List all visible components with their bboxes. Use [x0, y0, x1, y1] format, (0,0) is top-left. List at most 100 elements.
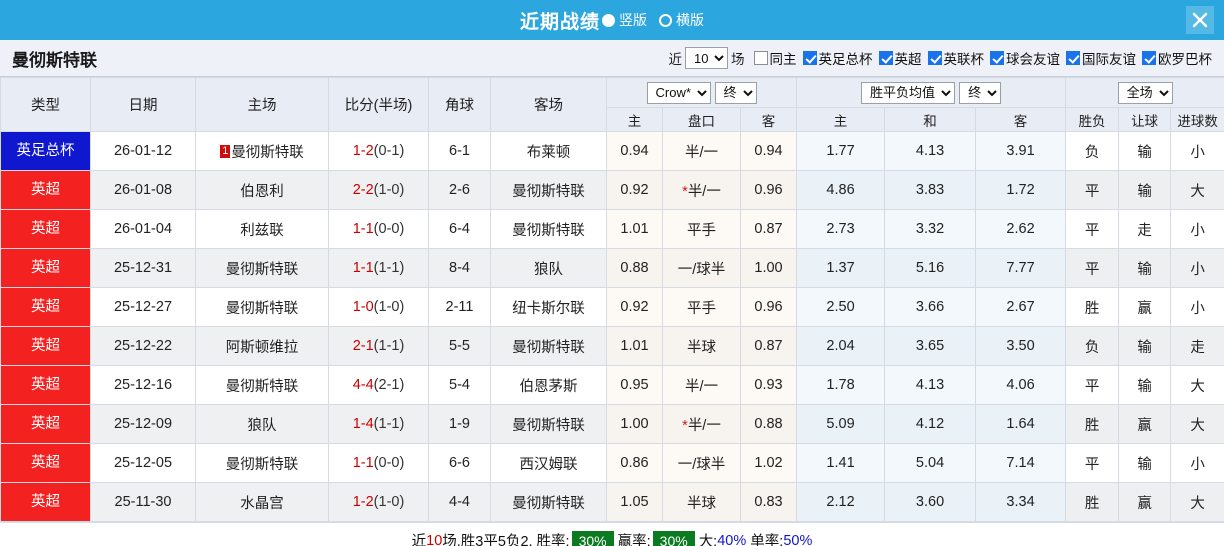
cell-handicap-line: *半/一 [662, 404, 741, 444]
cell-odds-draw: 3.32 [884, 209, 977, 249]
cell-league[interactable]: 英超 [0, 326, 91, 366]
cell-home-team[interactable]: 水晶宫 [195, 482, 329, 522]
table-row[interactable]: 英超 25-12-16 曼彻斯特联 4-4(2-1) 5-4 伯恩茅斯 0.95 半/一 0.9… [0, 365, 1224, 405]
filter-comp-intl-friendly[interactable]: 国际友谊 [1060, 48, 1136, 68]
cell-home-team[interactable]: 伯恩利 [195, 170, 329, 210]
cell-handicap-line: 一/球半 [662, 443, 741, 483]
cell-corner: 2-6 [428, 170, 491, 210]
cell-score: 2-1(1-1) [328, 326, 429, 366]
cell-league[interactable]: 英足总杯 [0, 131, 91, 171]
cell-away-team[interactable]: 曼彻斯特联 [490, 170, 607, 210]
cell-league[interactable]: 英超 [0, 170, 91, 210]
league-badge: 英超 [1, 444, 90, 482]
cell-result-handicap: 输 [1118, 326, 1172, 366]
recent-count-select[interactable]: 10 [685, 47, 728, 69]
checkbox-checked-icon[interactable] [927, 51, 942, 65]
view-option-horizontal[interactable]: 横版 [659, 10, 704, 30]
handicap-stage-select[interactable]: 终 [714, 81, 757, 104]
cell-date: 25-11-30 [90, 482, 196, 522]
table-row[interactable]: 英超 25-12-31 曼彻斯特联 1-1(1-1) 8-4 狼队 0.88 一/球半 1.00… [0, 248, 1224, 288]
cell-date: 26-01-12 [90, 131, 196, 171]
checkbox-same-home-icon[interactable] [753, 51, 768, 65]
summary-odd-label: 单率: [746, 534, 784, 546]
close-button[interactable] [1186, 6, 1214, 34]
cell-away-team[interactable]: 曼彻斯特联 [490, 209, 607, 249]
result-scope-select[interactable]: 全场 [1117, 81, 1173, 104]
cell-away-team[interactable]: 曼彻斯特联 [490, 482, 607, 522]
checkbox-checked-icon[interactable] [1066, 51, 1080, 65]
match-history-table: 类型 日期 主场 比分(半场) 角球 客场 Crow* 终 胜平负均值 [0, 77, 1224, 522]
cell-home-team[interactable]: 曼彻斯特联 [195, 365, 329, 405]
table-row[interactable]: 英超 26-01-08 伯恩利 2-2(1-0) 2-6 曼彻斯特联 0.92 *半/一 0.9… [0, 170, 1224, 210]
cell-corner: 6-4 [428, 209, 491, 249]
cell-away-team[interactable]: 纽卡斯尔联 [490, 287, 607, 327]
table-row[interactable]: 英超 26-01-04 利兹联 1-1(0-0) 6-4 曼彻斯特联 1.01 平手 0.87 2… [0, 209, 1224, 249]
view-option-vertical[interactable]: 竖版 [602, 10, 647, 30]
radio-selected-icon[interactable] [602, 13, 615, 27]
checkbox-checked-icon[interactable] [1142, 51, 1156, 65]
cell-away-team[interactable]: 西汉姆联 [490, 443, 607, 483]
titlebar-center: 近期战绩 竖版 横版 [0, 7, 1224, 34]
cell-result-total: 大 [1170, 170, 1224, 210]
radio-unselected-icon[interactable] [659, 13, 672, 27]
cell-league[interactable]: 英超 [0, 209, 91, 249]
cell-home-team[interactable]: 阿斯顿维拉 [195, 326, 329, 366]
cell-away-team[interactable]: 曼彻斯特联 [490, 326, 607, 366]
cell-home-team[interactable]: 狼队 [195, 404, 329, 444]
checkbox-checked-icon[interactable] [990, 51, 1004, 65]
cell-result-winloss: 平 [1065, 443, 1120, 483]
cell-away-team[interactable]: 布莱顿 [490, 131, 607, 171]
table-row[interactable]: 英超 25-12-05 曼彻斯特联 1-1(0-0) 6-6 西汉姆联 0.86 一/球半 1.… [0, 443, 1224, 483]
table-row[interactable]: 英超 25-12-09 狼队 1-4(1-1) 1-9 曼彻斯特联 1.00 *半/一 0.88… [0, 404, 1224, 444]
table-row[interactable]: 英超 25-12-22 阿斯顿维拉 2-1(1-1) 5-5 曼彻斯特联 1.01 半球 0.8… [0, 326, 1224, 366]
cell-away-team[interactable]: 曼彻斯特联 [490, 404, 607, 444]
panel-title: 近期战绩 [519, 11, 600, 33]
cell-league[interactable]: 英超 [0, 482, 91, 522]
checkbox-checked-icon[interactable] [878, 51, 893, 65]
table-row[interactable]: 英超 25-12-27 曼彻斯特联 1-0(1-0) 2-11 纽卡斯尔联 0.92 平手 0.… [0, 287, 1224, 327]
score-halftime: (1-1) [373, 260, 405, 276]
cell-result-total: 大 [1170, 404, 1224, 444]
cell-league[interactable]: 英超 [0, 443, 91, 483]
cell-home-team[interactable]: 曼彻斯特联 [195, 443, 329, 483]
filter-same-home[interactable]: 同主 [748, 48, 797, 68]
summary-over-label: 大: [698, 534, 718, 546]
cell-odds-draw: 4.13 [884, 365, 977, 405]
cell-home-team[interactable]: 利兹联 [195, 209, 329, 249]
cell-score: 1-1(0-0) [328, 209, 429, 249]
filter-comp-epl[interactable]: 英超 [873, 48, 922, 68]
cell-score: 1-1(1-1) [328, 248, 429, 288]
cell-handicap-away-odd: 0.93 [739, 365, 798, 405]
cell-home-team[interactable]: 1 曼彻斯特联 [195, 131, 329, 171]
cell-handicap-away-odd: 0.87 [739, 326, 798, 366]
table-row[interactable]: 英足总杯 26-01-12 1 曼彻斯特联 1-2(0-1) 6-1 布莱顿 0.94 半/一 0… [0, 131, 1224, 171]
odds-controls: 胜平负均值 终 [796, 77, 1067, 108]
cell-handicap-home-odd: 0.86 [606, 443, 663, 483]
filter-comp-facup[interactable]: 英足总杯 [797, 48, 873, 68]
cell-odds-away: 3.91 [975, 131, 1067, 171]
table-row[interactable]: 英超 25-11-30 水晶宫 1-2(1-0) 4-4 曼彻斯特联 1.05 半球 0.83 2… [0, 482, 1224, 522]
cell-league[interactable]: 英超 [0, 404, 91, 444]
checkbox-checked-icon[interactable] [802, 51, 817, 65]
filter-comp-facup-label: 英足总杯 [818, 52, 873, 67]
filter-comp-europa[interactable]: 欧罗巴杯 [1136, 48, 1212, 68]
cell-league[interactable]: 英超 [0, 248, 91, 288]
odds-stage-select[interactable]: 终 [959, 81, 1002, 104]
filter-comp-club-friendly[interactable]: 球会友谊 [984, 48, 1060, 68]
odds-type-select[interactable]: 胜平负均值 [861, 81, 956, 104]
cell-result-winloss: 负 [1065, 326, 1120, 366]
col-header-date: 日期 [90, 77, 196, 132]
filter-comp-efl[interactable]: 英联杯 [922, 48, 984, 68]
home-rank-badge: 1 [220, 145, 231, 159]
cell-home-team[interactable]: 曼彻斯特联 [195, 287, 329, 327]
cell-league[interactable]: 英超 [0, 287, 91, 327]
cell-home-team[interactable]: 曼彻斯特联 [195, 248, 329, 288]
cell-away-team[interactable]: 伯恩茅斯 [490, 365, 607, 405]
cell-odds-home: 5.09 [796, 404, 886, 444]
cell-result-handicap: 赢 [1118, 287, 1172, 327]
handicap-source-select[interactable]: Crow* [646, 81, 711, 104]
cell-result-winloss: 胜 [1065, 482, 1120, 522]
cell-away-team[interactable]: 狼队 [490, 248, 607, 288]
cell-league[interactable]: 英超 [0, 365, 91, 405]
cell-score: 2-2(1-0) [328, 170, 429, 210]
